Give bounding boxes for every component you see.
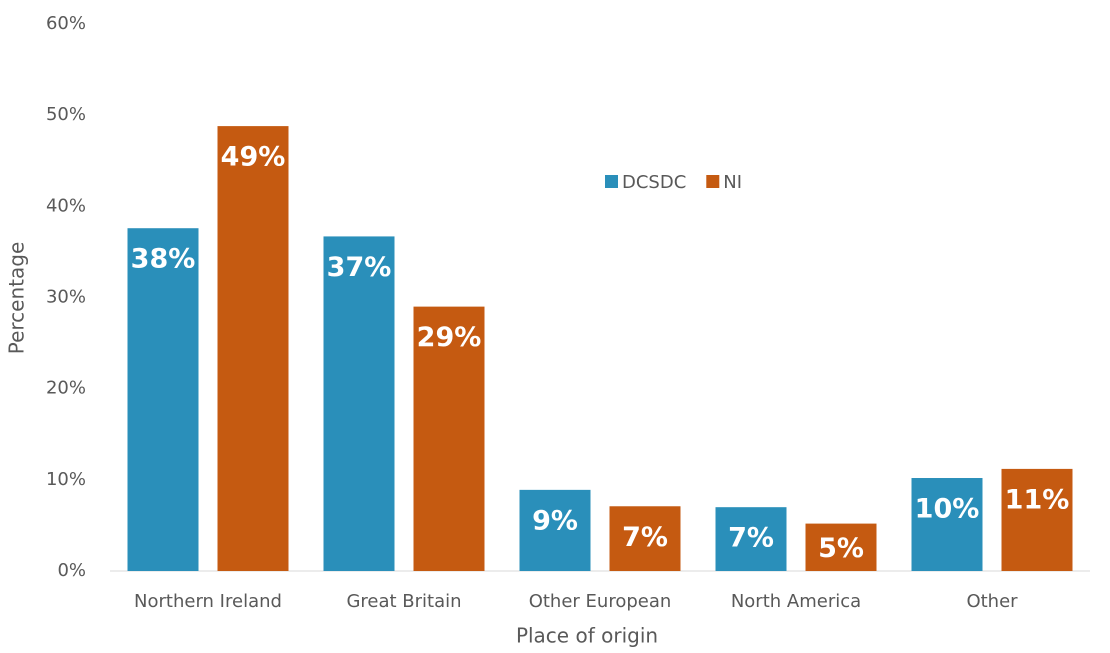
x-tick-label: Great Britain: [346, 591, 461, 612]
value-label: 10%: [915, 494, 980, 525]
bar: [1001, 468, 1073, 571]
bar: [413, 306, 485, 571]
bar: [127, 228, 199, 572]
bar: [911, 478, 983, 571]
x-tick-label: Other: [966, 591, 1018, 612]
bar: [519, 489, 591, 571]
legend-label: NI: [723, 172, 742, 193]
value-label: 11%: [1005, 484, 1070, 515]
value-label: 5%: [818, 533, 864, 564]
y-tick-label: 10%: [46, 469, 86, 490]
legend-label: DCSDC: [622, 172, 686, 193]
y-tick-label: 20%: [46, 378, 86, 399]
value-label: 37%: [327, 252, 392, 283]
y-tick-label: 30%: [46, 287, 86, 308]
legend-swatch: [706, 175, 720, 188]
bar: [805, 523, 877, 571]
bar: [217, 126, 289, 572]
x-tick-label: Northern Ireland: [134, 591, 282, 612]
value-label: 9%: [532, 505, 578, 536]
x-tick-label: Other European: [529, 591, 672, 612]
y-axis-title: Percentage: [5, 242, 29, 355]
x-axis-title: Place of origin: [516, 624, 658, 648]
y-tick-label: 60%: [46, 13, 86, 34]
y-tick-label: 50%: [46, 104, 86, 125]
value-label: 29%: [417, 322, 482, 353]
y-tick-label: 40%: [46, 195, 86, 216]
value-label: 49%: [221, 142, 286, 173]
bar: [323, 236, 395, 571]
value-label: 38%: [131, 244, 196, 275]
bar: [609, 506, 681, 571]
legend-swatch: [605, 175, 618, 188]
y-tick-label: 0%: [57, 560, 86, 581]
bar: [715, 507, 787, 571]
value-label: 7%: [728, 523, 774, 554]
value-label: 7%: [622, 522, 668, 553]
x-tick-label: North America: [731, 591, 861, 612]
